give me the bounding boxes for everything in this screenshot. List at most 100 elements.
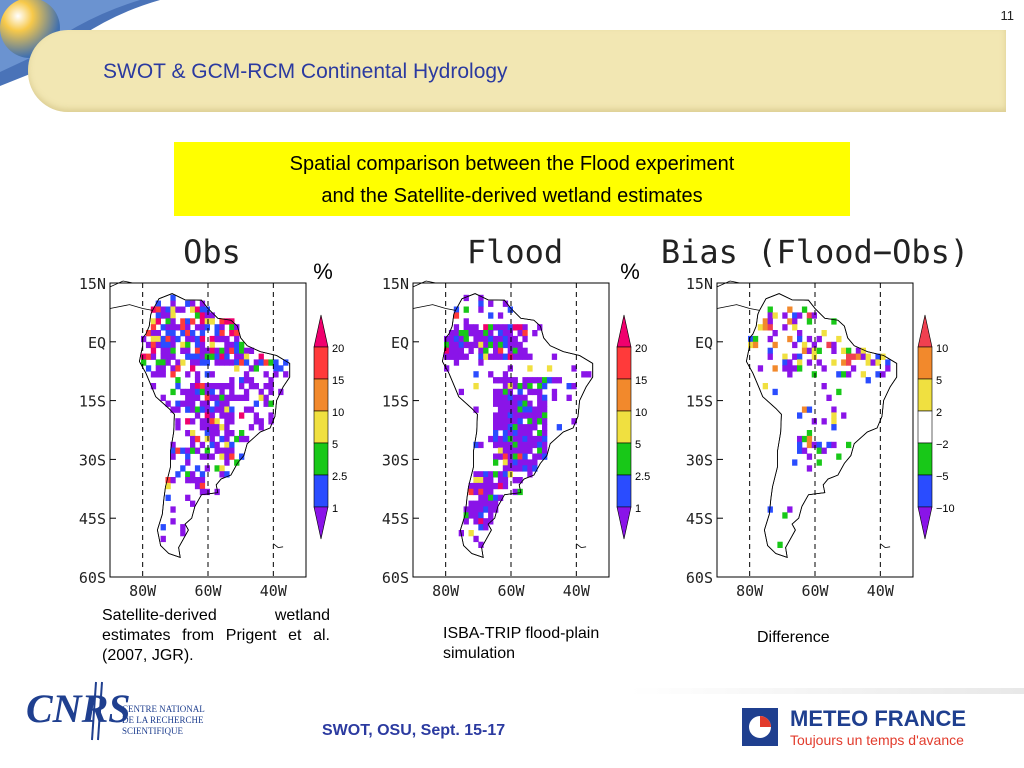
heatmap-cell	[497, 394, 504, 401]
heatmap-cell	[752, 335, 759, 343]
heatmap-cell	[527, 383, 533, 390]
heatmap-cell	[170, 388, 176, 396]
heatmap-cell	[239, 347, 245, 354]
heatmap-cell	[527, 377, 533, 384]
heatmap-cell	[170, 300, 176, 307]
heatmap-cell	[841, 347, 847, 354]
heatmap-cell	[224, 341, 230, 349]
heatmap-cell	[175, 447, 181, 454]
heatmap-cell	[478, 471, 484, 478]
heatmap-cell	[160, 341, 166, 349]
footer-divider	[630, 688, 1024, 694]
heatmap-cell	[787, 318, 793, 325]
heatmap-cell	[478, 359, 484, 366]
heatmap-cell	[190, 430, 196, 437]
heatmap-cell	[170, 506, 176, 513]
heatmap-cell	[141, 335, 147, 343]
heatmap-cell	[512, 488, 518, 496]
heatmap-cell	[219, 406, 225, 413]
heatmap-cell	[497, 424, 504, 431]
x-tick-label: 60W	[497, 582, 525, 600]
heatmap-cell	[502, 435, 509, 443]
heatmap-cell	[826, 341, 832, 349]
heatmap-cell	[473, 535, 479, 543]
heatmap-cell	[243, 377, 250, 384]
heatmap-cell	[458, 341, 464, 349]
heatmap-cell	[185, 300, 191, 307]
heatmap-cell	[532, 388, 538, 396]
heatmap-cell	[194, 335, 201, 343]
heatmap-cell	[762, 318, 768, 325]
heatmap-cell	[145, 353, 152, 360]
heatmap-cell	[488, 506, 494, 513]
heatmap-cell	[150, 318, 157, 325]
heatmap-cell	[190, 406, 196, 413]
heatmap-cell	[483, 506, 489, 513]
heatmap-cell	[170, 335, 176, 343]
heatmap-cell	[214, 400, 220, 407]
x-tick-label: 40W	[867, 582, 895, 600]
heatmap-cell	[527, 435, 533, 443]
heatmap-cell	[165, 324, 171, 331]
heatmap-cell	[517, 441, 523, 449]
heatmap-cell	[204, 371, 210, 378]
heatmap-cell	[150, 371, 157, 378]
heatmap-cell	[507, 335, 513, 343]
heatmap-cell	[453, 330, 460, 337]
heatmap-cell	[767, 312, 773, 319]
heatmap-cell	[493, 418, 499, 425]
colorbar-label: 1	[332, 503, 338, 515]
heatmap-cell	[493, 341, 499, 349]
heatmap-cell	[478, 482, 484, 490]
heatmap-cell	[517, 447, 523, 454]
heatmap-cell	[229, 347, 235, 354]
heatmap-cell	[831, 318, 837, 325]
heatmap-cell	[248, 406, 255, 413]
heatmap-cell	[194, 435, 201, 443]
heatmap-cell	[204, 447, 210, 454]
colorbar-label: 15	[635, 375, 647, 387]
heatmap-cell	[243, 406, 250, 413]
heatmap-cell	[468, 347, 474, 354]
heatmap-cell	[478, 330, 484, 337]
heatmap-cell	[831, 341, 837, 349]
heatmap-cell	[831, 406, 837, 413]
heatmap-cell	[497, 347, 504, 354]
heatmap-cell	[517, 347, 523, 354]
heatmap-cell	[268, 388, 274, 396]
heatmap-cell	[497, 412, 504, 419]
heatmap-cell	[155, 365, 161, 372]
heatmap-cell	[571, 365, 577, 372]
heatmap-cell	[537, 430, 543, 437]
heatmap-cell	[229, 418, 235, 425]
heatmap-cell	[497, 341, 504, 349]
heatmap-cell	[175, 471, 181, 478]
colorbar-segment	[917, 378, 933, 412]
heatmap-cell	[204, 435, 210, 443]
heatmap-cell	[801, 341, 808, 349]
heatmap-cell	[522, 412, 528, 419]
heatmap-cell	[224, 435, 230, 443]
heatmap-cell	[880, 371, 886, 378]
heatmap-cell	[493, 459, 499, 466]
y-tick-label: 30S	[382, 451, 409, 469]
heatmap-cell	[502, 453, 509, 460]
heatmap-cell	[253, 412, 259, 419]
heatmap-cell	[797, 335, 803, 343]
heatmap-cell	[816, 347, 822, 354]
map-panel-bias: Bias (Flood−Obs) 15N EQ 15S 30S 45S 60S 80W 60W 4…	[661, 233, 969, 600]
heatmap-cell	[248, 347, 255, 354]
colorbar-label: −2	[936, 439, 949, 451]
heatmap-cell	[522, 347, 528, 354]
cnrs-line-1: CENTRE NATIONAL	[122, 704, 205, 714]
heatmap-cell	[551, 388, 558, 396]
heatmap-cell	[180, 388, 186, 396]
subtitle-box: Spatial comparison between the Flood exp…	[174, 142, 850, 216]
heatmap-cell	[258, 394, 264, 401]
heatmap-cell	[175, 306, 181, 313]
heatmap-cell	[797, 447, 803, 454]
heatmap-cell	[239, 453, 245, 460]
heatmap-cell	[170, 318, 176, 325]
heatmap-cell	[155, 306, 161, 313]
colorbar-label: 10	[635, 407, 647, 419]
